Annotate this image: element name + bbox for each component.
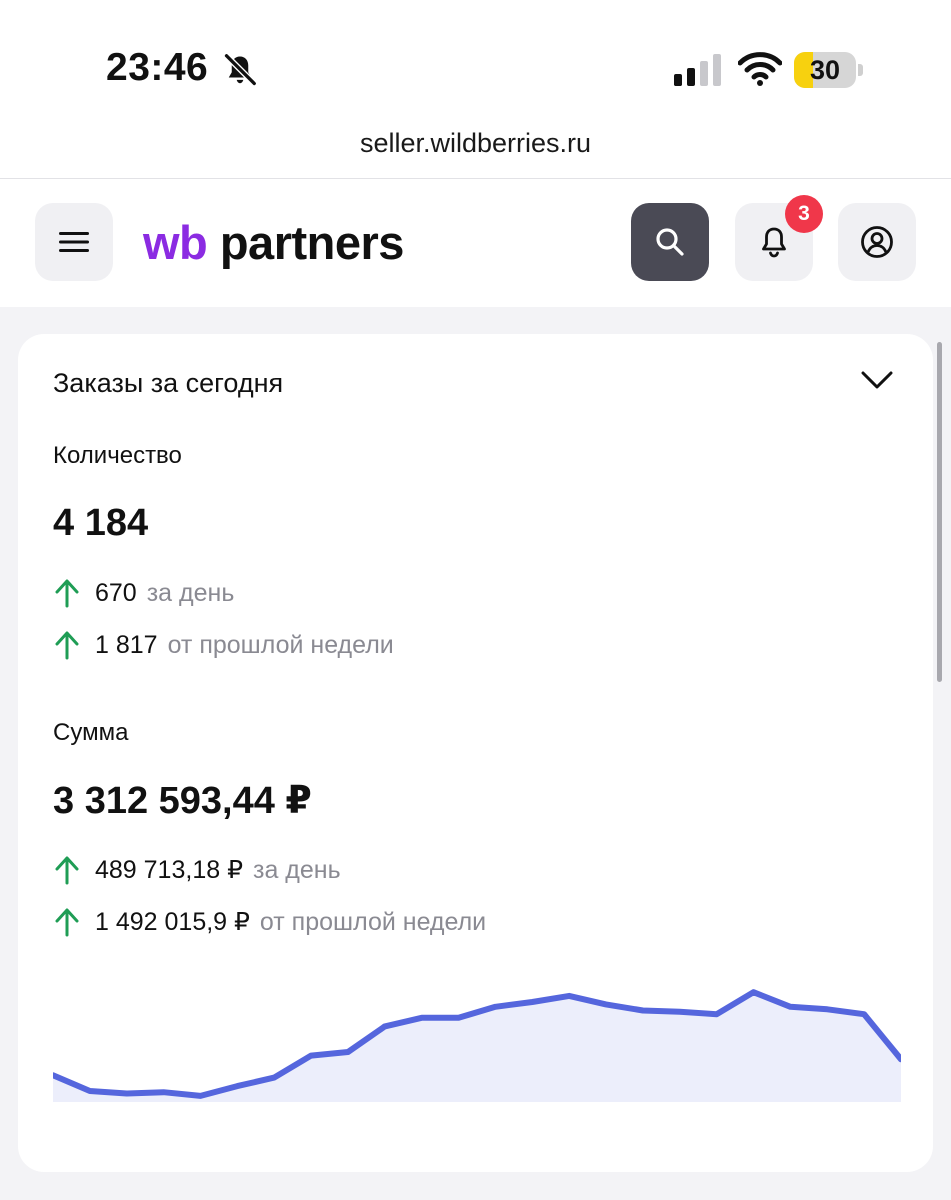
menu-icon (59, 232, 89, 252)
delta-value: 489 713,18 ₽ (95, 856, 243, 884)
search-button[interactable] (631, 203, 709, 281)
wb-partners-logo[interactable]: wb partners (143, 215, 404, 271)
arrow-up-icon (55, 908, 79, 937)
battery-body: 30 (794, 52, 856, 88)
delta-description: за день (146, 578, 235, 607)
app-header: wb partners 3 (0, 179, 951, 307)
quantity-week-delta: 1 817 от прошлой недели (53, 628, 394, 662)
chevron-down-icon[interactable] (860, 368, 894, 392)
logo-partners: partners (219, 216, 405, 269)
search-icon (656, 228, 684, 256)
wifi-icon (738, 52, 782, 86)
sparkline-area (53, 992, 901, 1102)
arrow-up-icon (55, 579, 79, 608)
delta-description: от прошлой недели (259, 907, 487, 936)
delta-value: 1 492 015,9 ₽ (95, 908, 250, 936)
battery-level: 30 (809, 55, 841, 85)
browser-url[interactable]: seller.wildberries.ru (359, 128, 592, 158)
bell-icon (762, 227, 786, 258)
profile-button[interactable] (838, 203, 916, 281)
orders-sparkline-chart (53, 989, 901, 1102)
quantity-day-delta: 670 за день (53, 576, 234, 610)
sparkline-series-line (53, 989, 901, 1099)
delta-value: 670 (95, 578, 137, 607)
delta-value: 1 817 (95, 630, 158, 659)
menu-button[interactable] (35, 203, 113, 281)
logo-wb: wb (143, 216, 208, 269)
quantity-label: Количество (53, 442, 182, 469)
battery-fill (794, 52, 813, 88)
sum-day-delta: 489 713,18 ₽ за день (53, 853, 341, 887)
battery-cap (858, 64, 863, 76)
card-title: Заказы за сегодня (53, 368, 284, 398)
delta-description: от прошлой недели (167, 630, 394, 659)
sum-week-delta: 1 492 015,9 ₽ от прошлой недели (53, 905, 486, 939)
delta-description: за день (252, 855, 341, 884)
scrollbar[interactable] (937, 342, 942, 682)
cellular-signal-icon (674, 54, 721, 86)
status-bar: 23:46 30 (0, 0, 951, 130)
notification-badge: 3 (785, 195, 823, 233)
arrow-up-icon (55, 856, 79, 885)
orders-today-card: Заказы за сегодня Количество 4 184 670 з… (18, 334, 933, 1172)
user-circle-icon (861, 226, 893, 258)
sum-value: 3 312 593,44 ₽ (53, 780, 312, 822)
bell-slash-icon (224, 53, 257, 86)
sum-label: Сумма (53, 719, 129, 746)
url-divider (0, 178, 951, 179)
battery-icon: 30 (794, 52, 864, 88)
arrow-up-icon (55, 631, 79, 660)
status-time: 23:46 (106, 46, 209, 89)
quantity-value: 4 184 (53, 502, 149, 544)
